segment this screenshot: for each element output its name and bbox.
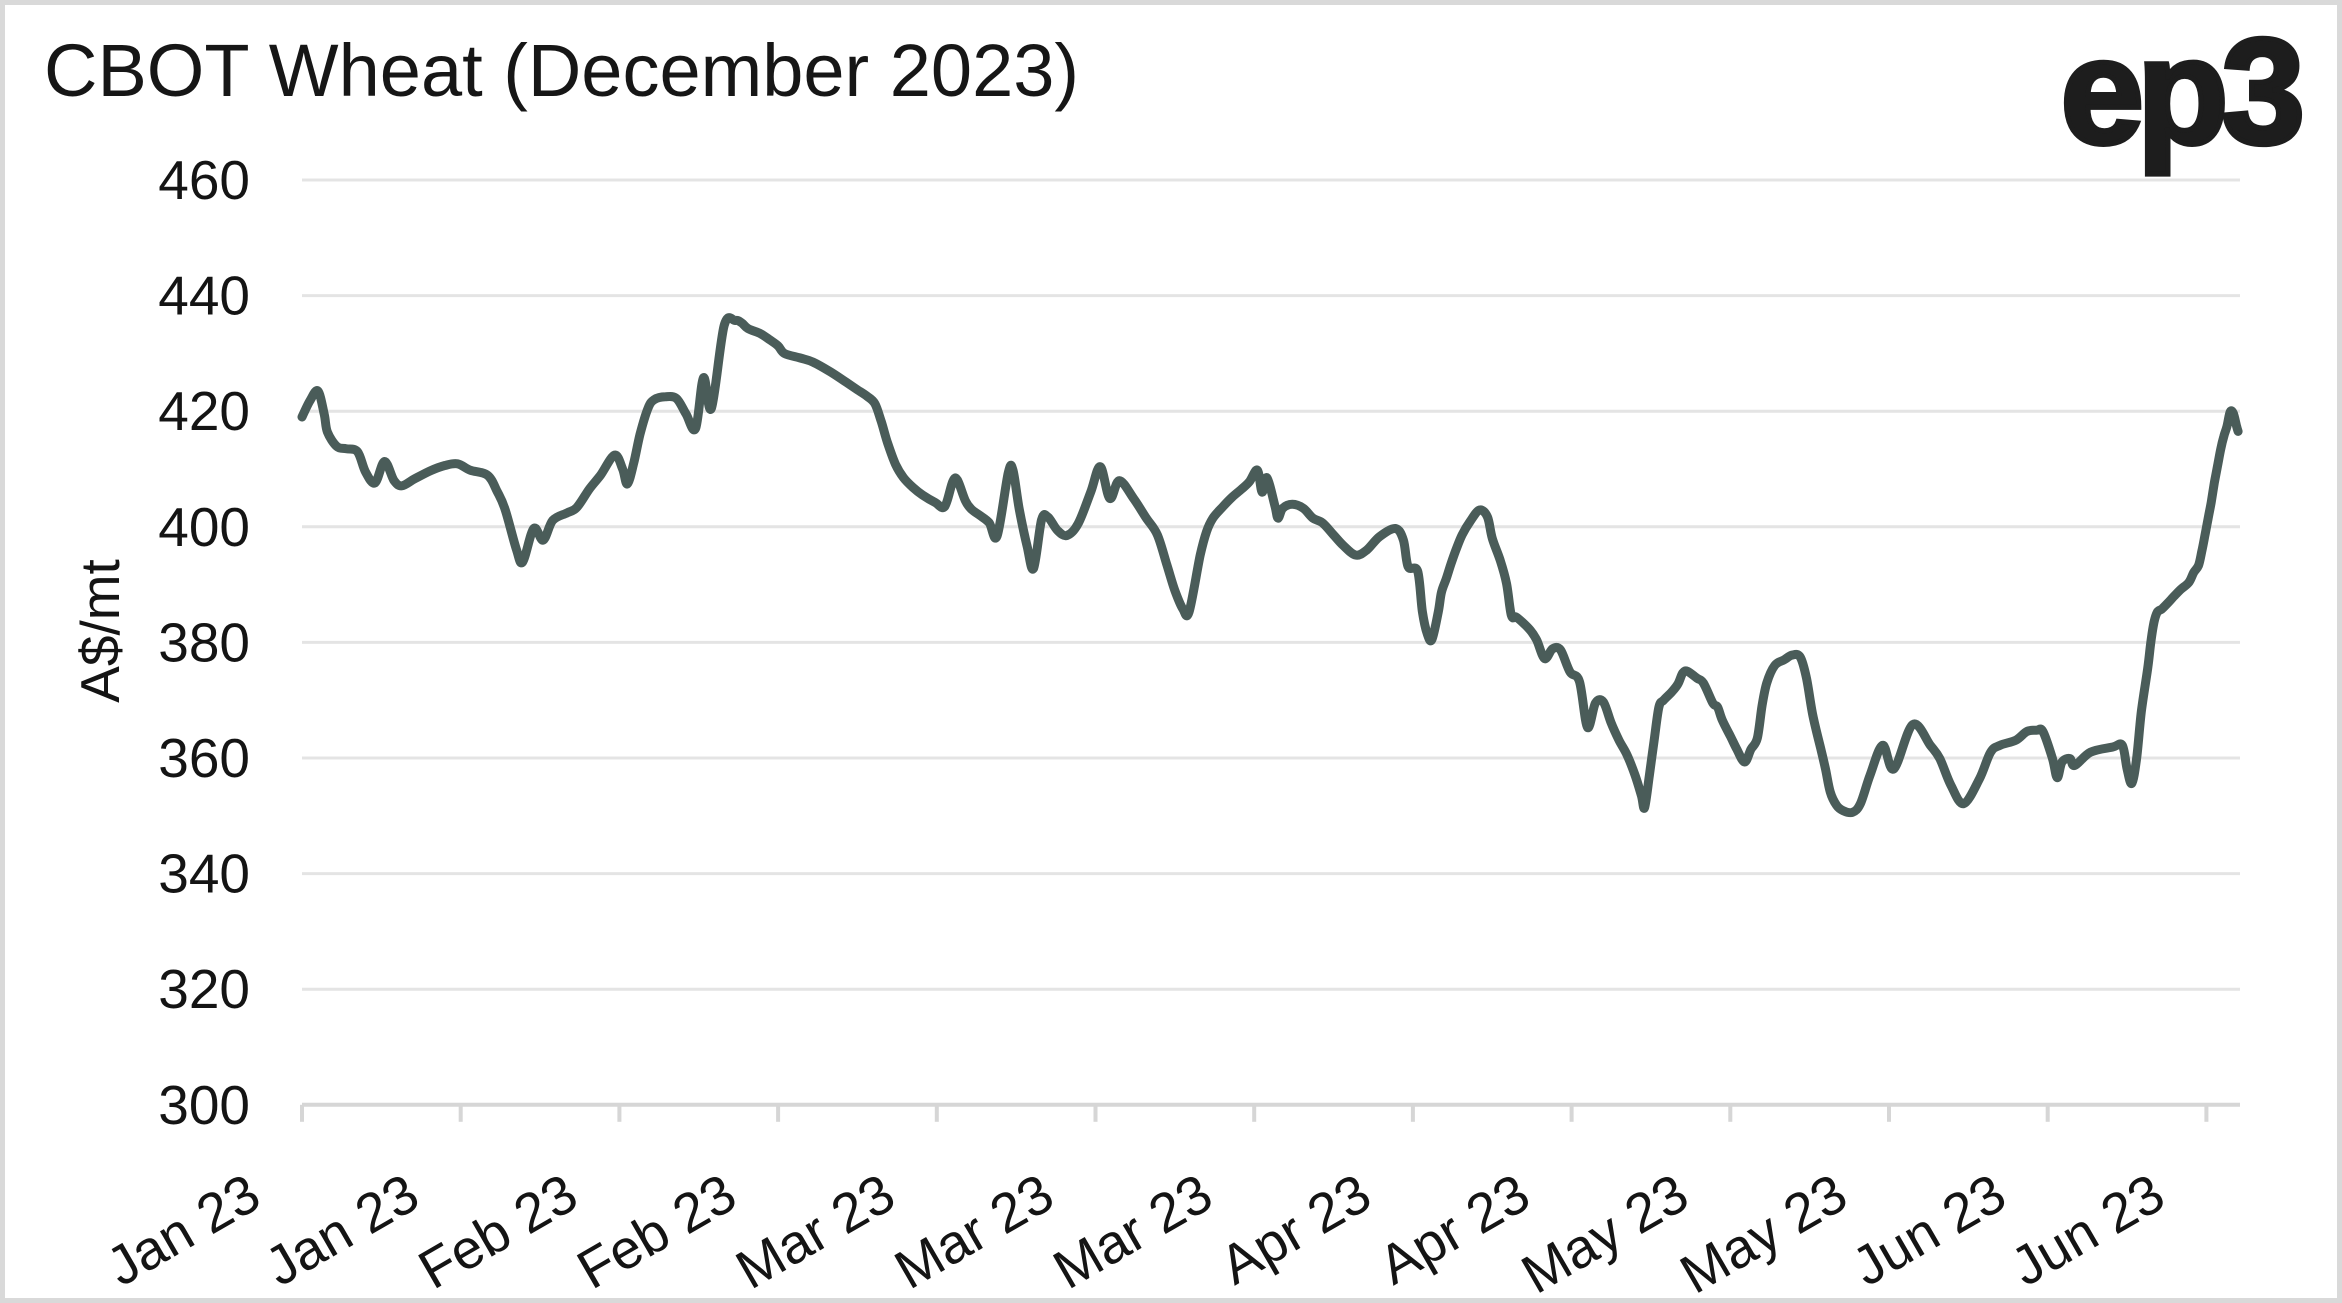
y-tick-label-380: 380 (158, 611, 250, 673)
y-tick-label-420: 420 (158, 380, 250, 442)
y-tick-label-440: 440 (158, 265, 250, 327)
price-line (297, 313, 2243, 818)
y-tick-label-300: 300 (158, 1074, 250, 1136)
y-tick-label-460: 460 (158, 149, 250, 211)
x-tick-label: Jan 23 (255, 1161, 429, 1297)
price-line-series (297, 313, 2243, 818)
x-tick-label: Jun 23 (2000, 1161, 2174, 1297)
x-tick-label: Mar 23 (726, 1161, 905, 1300)
x-tick-label: May 23 (1670, 1161, 1857, 1303)
y-tick-label-400: 400 (158, 496, 250, 558)
x-tick-label: May 23 (1511, 1161, 1698, 1303)
x-tick-label: Jan 23 (96, 1161, 270, 1297)
x-tick-label: Feb 23 (408, 1161, 587, 1300)
y-tick-label-340: 340 (158, 843, 250, 905)
y-tick-labels: 300 320 340 360 380 400 420 440 460 (158, 149, 250, 1136)
y-tick-label-320: 320 (158, 958, 250, 1020)
gridlines (302, 178, 2240, 991)
x-tick-label: Apr 23 (1210, 1161, 1381, 1296)
x-tick-label: Feb 23 (567, 1161, 746, 1300)
x-tick-label: Mar 23 (1043, 1161, 1222, 1300)
x-tick-label: Apr 23 (1368, 1161, 1539, 1296)
chart-title: CBOT Wheat (December 2023) (44, 29, 1080, 112)
x-tick-label: Mar 23 (884, 1161, 1063, 1300)
x-axis (300, 1102, 2240, 1122)
x-tick-label: Jun 23 (1842, 1161, 2016, 1297)
ep3-logo: ep3 (2058, 7, 2308, 175)
y-tick-label-360: 360 (158, 727, 250, 789)
